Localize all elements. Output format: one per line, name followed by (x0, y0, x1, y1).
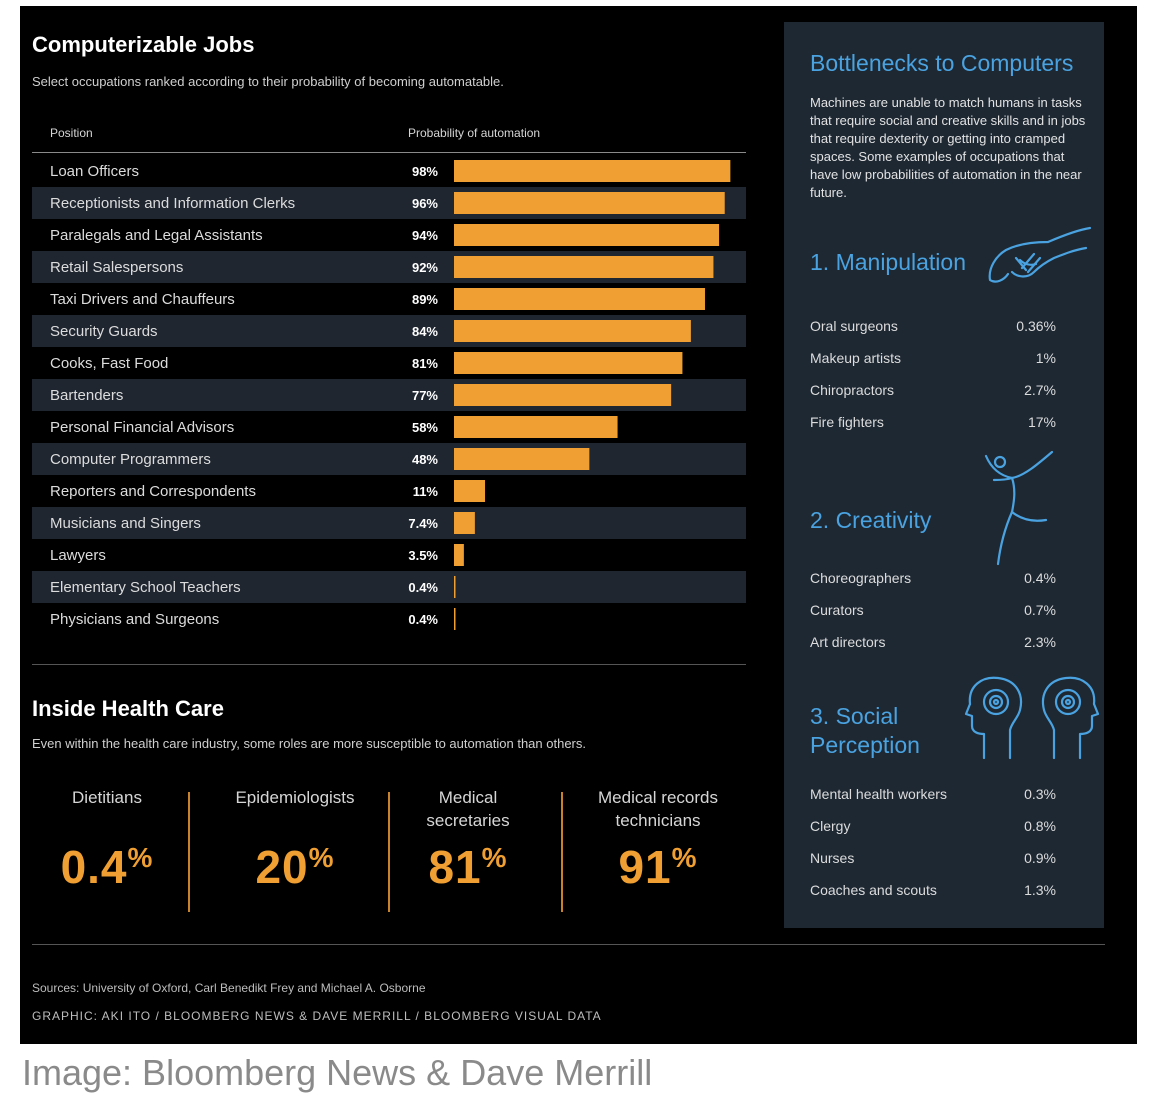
header-divider (32, 152, 746, 153)
column-header-probability: Probability of automation (408, 126, 541, 140)
infographic: Computerizable Jobs Select occupations r… (20, 6, 1137, 1044)
bar (454, 192, 725, 214)
category-label: Bartenders (50, 387, 123, 404)
category-label: Retail Salespersons (50, 259, 183, 276)
panel-title: Bottlenecks to Computers (810, 50, 1074, 76)
bar (454, 608, 456, 630)
bar (454, 512, 475, 534)
health-care-stat-label: Epidemiologists (235, 788, 355, 807)
section-title-creativity: 2. Creativity (810, 507, 932, 533)
health-care-stat: Medical secretaries 81% (408, 786, 528, 894)
health-care-stat-label: Medical records technicians (598, 788, 718, 830)
value-label: 0.4% (408, 612, 438, 627)
health-care-stat-label: Dietitians (72, 788, 142, 807)
category-label: Computer Programmers (50, 451, 211, 468)
value-label: 0.4% (408, 580, 438, 595)
bar (454, 416, 618, 438)
category-label: Personal Financial Advisors (50, 419, 234, 436)
footer-divider (32, 944, 1105, 945)
dancer-icon (984, 450, 1054, 566)
health-care-stat-value: 81% (428, 841, 508, 893)
bar (454, 352, 683, 374)
health-care-stat-value: 0.4% (60, 841, 154, 893)
hand-icon (988, 226, 1092, 283)
column-header-position: Position (50, 126, 93, 140)
bottlenecks-panel: Bottlenecks to Computers Machines are un… (784, 22, 1104, 928)
panel-intro: Machines are unable to match humans in t… (810, 95, 1086, 200)
chart-title: Computerizable Jobs (32, 32, 255, 57)
stat-divider (188, 792, 190, 912)
category-label: Loan Officers (50, 163, 139, 180)
bar (454, 480, 486, 502)
health-care-stat-label: Medical secretaries (426, 788, 510, 830)
category-label: Lawyers (50, 547, 106, 564)
value-label: 11% (413, 484, 439, 499)
section-title-social-perception: 3. Social Perception (810, 703, 920, 758)
graphic-credit: GRAPHIC: AKI ITO / BLOOMBERG NEWS & DAVE… (32, 1009, 602, 1023)
bar (454, 224, 720, 246)
sources-note: Sources: University of Oxford, Carl Bene… (32, 981, 426, 995)
bar (454, 256, 714, 278)
bar (454, 576, 456, 598)
value-label: 96% (412, 196, 438, 211)
health-care-stat: Medical records technicians 91% (580, 786, 736, 894)
bar (454, 448, 590, 470)
bar-chart: Loan Officers 98% Receptionists and Inform… (32, 160, 746, 630)
health-care-stat-value: 91% (618, 841, 698, 893)
bar (454, 288, 705, 310)
value-label: 3.5% (408, 548, 438, 563)
bar (454, 160, 731, 182)
row-band (32, 571, 746, 603)
value-label: 77% (412, 388, 438, 403)
image-caption: Image: Bloomberg News & Dave Merrill (22, 1052, 653, 1093)
row-band (32, 443, 746, 475)
stat-divider (388, 792, 390, 912)
section-divider (32, 664, 746, 665)
value-label: 89% (412, 292, 438, 307)
value-label: 7.4% (408, 516, 438, 531)
value-label: 84% (412, 324, 438, 339)
value-label: 81% (412, 356, 438, 371)
category-label: Musicians and Singers (50, 515, 201, 532)
category-label: Reporters and Correspondents (50, 483, 256, 500)
category-label: Receptionists and Information Clerks (50, 195, 295, 212)
value-label: 94% (412, 228, 438, 243)
stat-divider (561, 792, 563, 912)
value-label: 48% (412, 452, 438, 467)
health-care-title: Inside Health Care (32, 696, 224, 721)
chart-subtitle: Select occupations ranked according to t… (32, 74, 504, 89)
bar (454, 320, 691, 342)
health-care-stat: Epidemiologists 20% (210, 786, 380, 894)
health-care-stat-value: 20% (255, 841, 335, 893)
heads-icon (964, 676, 1100, 760)
category-label: Elementary School Teachers (50, 579, 241, 596)
category-label: Paralegals and Legal Assistants (50, 227, 263, 244)
category-label: Cooks, Fast Food (50, 355, 168, 372)
category-label: Security Guards (50, 323, 158, 340)
category-label: Physicians and Surgeons (50, 611, 219, 628)
row-band (32, 507, 746, 539)
category-label: Taxi Drivers and Chauffeurs (50, 291, 235, 308)
bar (454, 384, 672, 406)
value-label: 58% (412, 420, 438, 435)
health-care-subtitle: Even within the health care industry, so… (32, 736, 586, 751)
value-label: 98% (412, 164, 438, 179)
value-label: 92% (412, 260, 438, 275)
health-care-stat: Dietitians 0.4% (32, 786, 182, 894)
section-title-manipulation: 1. Manipulation (810, 249, 966, 275)
bar (454, 544, 464, 566)
